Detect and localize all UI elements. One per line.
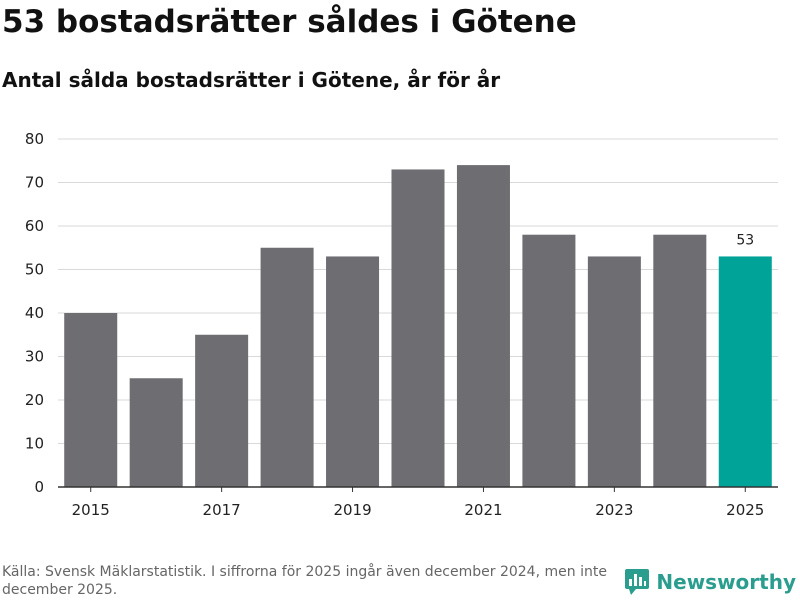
chart-title: 53 bostadsrätter såldes i Götene: [2, 4, 577, 40]
y-tick-label: 20: [25, 391, 44, 409]
bars: [64, 165, 772, 487]
x-tick-label: 2017: [203, 501, 241, 519]
bar-2021: [456, 165, 510, 487]
bar-2023: [587, 256, 641, 487]
bar-2016: [129, 378, 183, 487]
newsworthy-icon: [625, 569, 650, 595]
x-tick-label: 2023: [595, 501, 633, 519]
x-tick-label: 2019: [333, 501, 371, 519]
y-tick-label: 50: [25, 261, 44, 279]
chart-subtitle: Antal sålda bostadsrätter i Götene, år f…: [2, 68, 501, 92]
brand-logo[interactable]: Newsworthy: [624, 568, 796, 596]
bar-2024: [653, 234, 707, 487]
bar-2018: [260, 247, 314, 487]
x-tick-label: 2025: [726, 501, 764, 519]
y-tick-label: 60: [25, 217, 44, 235]
bar-chart: 0 10 20 30 40 50 60 70 80 2015 2017 2019 2021 2023 202…: [25, 130, 778, 519]
bar-2015: [64, 313, 118, 487]
bar-2022: [522, 234, 576, 487]
y-tick-label: 70: [25, 174, 44, 192]
y-tick-label: 0: [34, 478, 44, 496]
bar-2019: [326, 256, 380, 487]
bar-2017: [195, 334, 249, 487]
source-note: Källa: Svensk Mäklarstatistik. I siffror…: [2, 564, 607, 598]
y-tick-label: 40: [25, 304, 44, 322]
data-label: 53: [736, 232, 754, 248]
y-tick-label: 10: [25, 435, 44, 453]
bar-2020: [391, 169, 445, 487]
brand-name: Newsworthy: [656, 570, 796, 594]
labels: 0 10 20 30 40 50 60 70 80 2015 2017 2019 2021 2023 202…: [25, 130, 764, 519]
x-tick-label: 2021: [464, 501, 502, 519]
axes: [58, 486, 778, 492]
y-tick-label: 30: [25, 348, 44, 366]
bar-2025: [718, 256, 772, 487]
y-tick-label: 80: [25, 130, 44, 148]
x-tick-label: 2015: [72, 501, 110, 519]
